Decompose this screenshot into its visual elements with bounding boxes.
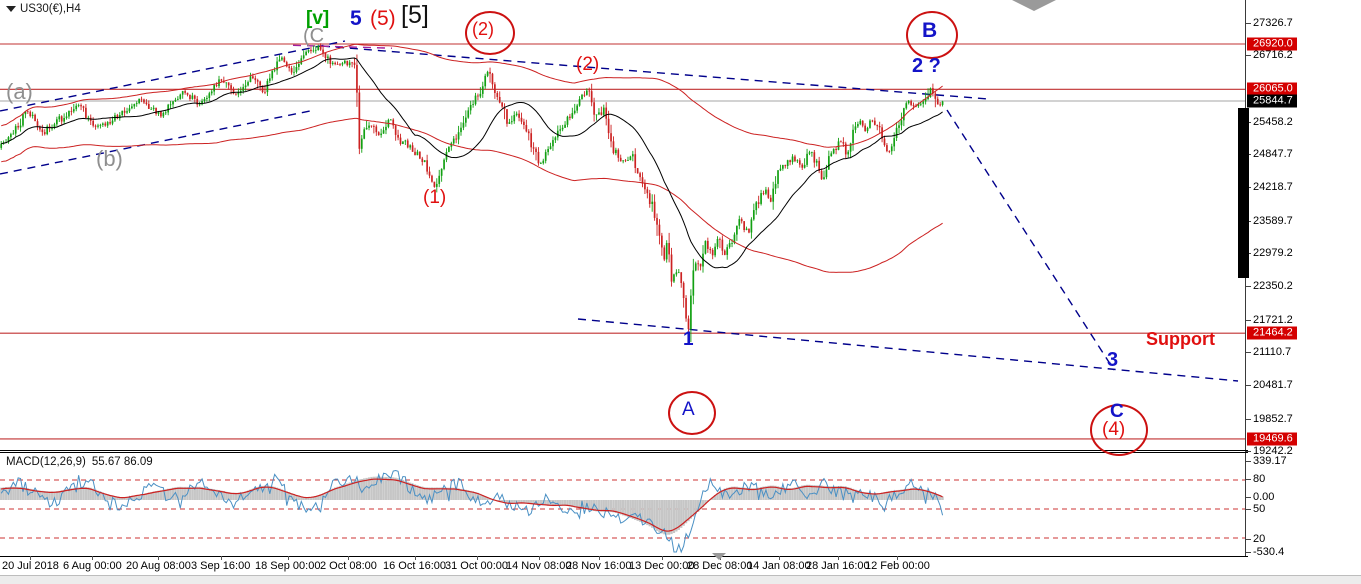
time-tick-label: 13 Dec 00:00 [629,556,695,572]
time-tick-label: 6 Aug 00:00 [63,556,122,572]
wave-C[interactable]: C [1110,401,1124,422]
macd-bottom-border [0,556,1248,557]
window-bottom-edge [0,575,1361,584]
wave-5[interactable]: 5 [350,7,362,30]
price-tick-label: 24218.7 [1246,181,1293,194]
time-tick-label: 14 Nov 08:00 [506,556,572,572]
circle-wave-B[interactable] [906,11,958,59]
time-tick-label: 20 Aug 08:00 [126,556,191,572]
symbol-dropdown-icon[interactable] [6,6,16,12]
macd-signal-line [1,478,943,532]
macd-tick-label: 0.00 [1245,491,1275,503]
time-tick-label: 18 Sep 00:00 [255,556,321,572]
price-tick-label: 22979.2 [1246,246,1293,259]
macd-histogram [0,476,944,535]
wave-1-paren[interactable]: (1) [423,187,447,208]
candlestick-series[interactable] [0,43,944,342]
macd-tick-label: 80 [1245,473,1266,485]
time-tick-label: 28 Jan 16:00 [806,556,870,572]
macd-name: MACD(12,26,9) [6,456,86,468]
time-tick-label: 12 Feb 00:00 [865,556,930,572]
price-tick-label: 20481.7 [1246,379,1293,392]
macd-tick-label: 20 [1245,533,1266,545]
scroll-marker-icon[interactable] [1012,0,1056,11]
wave-5-paren[interactable]: (5) [370,7,396,30]
main-chart-pane[interactable] [0,0,1245,450]
pane-separator-bottom[interactable] [0,452,1248,453]
symbol-label: US30(€),H4 [20,3,81,15]
wave-c-gray[interactable]: (C [303,25,325,47]
price-tick-label: 23589.7 [1246,214,1293,227]
envelope-lower-ma[interactable] [1,117,943,273]
wave-A[interactable]: A [682,399,695,420]
price-tick-label: 21110.7 [1245,345,1292,358]
trendline-support-trendline[interactable] [577,318,1239,382]
time-tick-label: 20 Jul 2018 [2,556,59,572]
macd-tick-label: 339.17 [1246,455,1287,467]
trendline-apex-segment[interactable] [292,44,393,49]
pane-separator-top[interactable] [0,450,1248,451]
price-tick-label: 19242.2 [1246,444,1293,457]
trendline-resistance-trendline[interactable] [321,45,989,100]
wave-4-paren[interactable]: (4) [1102,419,1126,440]
price-badge: 19469.6 [1247,432,1297,446]
circle-wave-2-circled[interactable] [465,11,515,55]
price-tick-label: 21721.2 [1246,313,1293,326]
price-tick-label: 22350.2 [1246,280,1293,293]
time-tick-label: 16 Oct 16:00 [383,556,446,572]
macd-main-line [0,469,944,554]
time-tick-label: 28 Nov 16:00 [566,556,632,572]
envelope-upper-ma[interactable] [1,43,943,148]
trendline-channel-upper[interactable] [0,40,346,112]
macd-pane[interactable] [0,453,1245,556]
price-tick-label: 24847.7 [1246,147,1293,160]
circle-wave-A[interactable] [668,391,716,435]
price-axis-divider [1245,0,1246,557]
time-marker-icon [712,553,726,560]
circle-wave-C[interactable] [1090,404,1148,456]
wave-2-question[interactable]: 2 ? [912,55,941,77]
time-tick-label: 14 Jan 08:00 [747,556,811,572]
time-tick-label: 3 Sep 16:00 [191,556,251,572]
wave-a[interactable]: (a) [6,79,33,104]
macd-tick-label: 50 [1245,503,1266,515]
price-tick-label: 19852.7 [1246,412,1293,425]
wave-5-bracket[interactable]: [5] [401,1,429,29]
wave-1[interactable]: 1 [683,329,694,350]
trendline-projection-line[interactable] [946,109,1115,371]
time-tick-label: 28 Dec 08:00 [687,556,753,572]
black-ma-line[interactable] [1,57,943,269]
macd-values: 55.67 86.09 [91,456,153,468]
support-label[interactable]: Support [1146,329,1215,349]
trendline-channel-lower[interactable] [0,110,311,175]
price-tick-label: 27326.7 [1246,16,1293,29]
time-tick-label: 2 Oct 08:00 [320,556,377,572]
price-badge: 25844.7 [1247,94,1297,108]
wave-2-paren[interactable]: (2) [576,54,600,75]
price-badge: 26065.0 [1247,82,1297,96]
price-tick-label: 25458.2 [1246,115,1293,128]
price-tick-label: 26716.2 [1246,48,1293,61]
wave-3[interactable]: 3 [1107,349,1119,371]
time-tick-label: 31 Oct 00:00 [445,556,508,572]
axis-drag-bar[interactable] [1238,108,1249,278]
wave-2-circled[interactable]: (2) [472,19,494,39]
macd-indicator-label: MACD(12,26,9) 55.67 86.09 [6,456,153,468]
wave-b[interactable]: (b) [96,146,123,171]
wave-v[interactable]: [v] [306,8,330,29]
price-badge: 26920.0 [1247,37,1297,51]
price-badge: 21464.2 [1247,326,1297,340]
macd-tick-label: -530.4 [1245,546,1285,558]
wave-B[interactable]: B [922,19,938,42]
